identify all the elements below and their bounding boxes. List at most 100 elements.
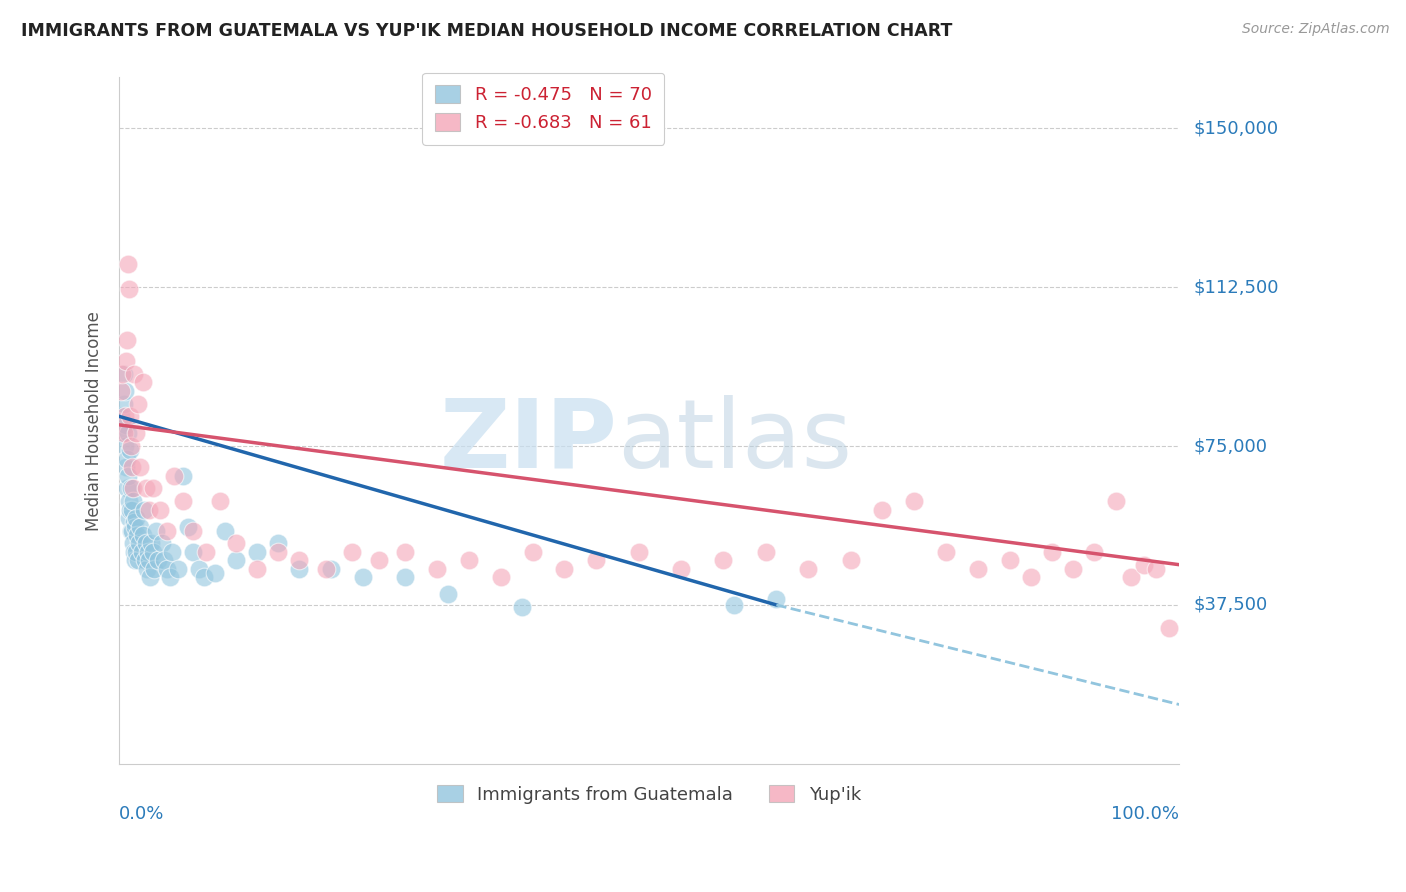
Text: 100.0%: 100.0% <box>1111 805 1180 823</box>
Point <box>121 460 143 475</box>
Text: $37,500: $37,500 <box>1194 596 1267 614</box>
Point <box>124 553 146 567</box>
Point <box>394 570 416 584</box>
Point <box>755 545 778 559</box>
Point <box>117 257 139 271</box>
Point <box>124 519 146 533</box>
Point <box>115 482 138 496</box>
Point <box>1019 570 1042 584</box>
Point <box>122 545 145 559</box>
Point <box>120 439 142 453</box>
Legend: Immigrants from Guatemala, Yup'ik: Immigrants from Guatemala, Yup'ik <box>425 772 873 816</box>
Point <box>114 460 136 475</box>
Point <box>267 545 290 559</box>
Point <box>246 545 269 559</box>
Point <box>163 468 186 483</box>
Point <box>1157 621 1180 635</box>
Point <box>127 528 149 542</box>
Point <box>872 502 894 516</box>
Point <box>183 545 205 559</box>
Text: Source: ZipAtlas.com: Source: ZipAtlas.com <box>1241 22 1389 37</box>
Point <box>135 562 157 576</box>
Point <box>125 511 148 525</box>
Point <box>426 562 449 576</box>
Point <box>125 426 148 441</box>
Point <box>1133 558 1156 572</box>
Point <box>935 545 957 559</box>
Point <box>115 333 138 347</box>
Point <box>122 367 145 381</box>
Point <box>120 482 142 496</box>
Point <box>352 570 374 584</box>
Point <box>114 417 136 432</box>
Point <box>195 545 218 559</box>
Point <box>522 545 544 559</box>
Point <box>342 545 364 559</box>
Point <box>121 524 143 538</box>
Point <box>723 598 745 612</box>
Point <box>148 553 170 567</box>
Point <box>177 519 200 533</box>
Point <box>121 502 143 516</box>
Point <box>288 562 311 576</box>
Point <box>143 562 166 576</box>
Point <box>267 536 290 550</box>
Point <box>765 591 787 606</box>
Point <box>321 562 343 576</box>
Point <box>114 409 136 424</box>
Point <box>118 409 141 424</box>
Point <box>131 528 153 542</box>
Point <box>148 502 170 516</box>
Point <box>585 553 607 567</box>
Point <box>132 502 155 516</box>
Point <box>114 439 136 453</box>
Point <box>1040 545 1063 559</box>
Point <box>156 562 179 576</box>
Point <box>156 524 179 538</box>
Point <box>1083 545 1105 559</box>
Point <box>187 562 209 576</box>
Point <box>172 494 194 508</box>
Point <box>112 426 135 441</box>
Text: 0.0%: 0.0% <box>120 805 165 823</box>
Point <box>553 562 575 576</box>
Point <box>125 545 148 559</box>
Point <box>394 545 416 559</box>
Point <box>797 562 820 576</box>
Point <box>117 426 139 441</box>
Point <box>162 545 184 559</box>
Point <box>122 494 145 508</box>
Text: ZIP: ZIP <box>440 395 617 488</box>
Point <box>437 587 460 601</box>
Point <box>172 468 194 483</box>
Point <box>122 536 145 550</box>
Point <box>903 494 925 508</box>
Y-axis label: Median Household Income: Median Household Income <box>86 310 103 531</box>
Point <box>139 570 162 584</box>
Point <box>458 553 481 567</box>
Point <box>627 545 650 559</box>
Point <box>1121 570 1143 584</box>
Point <box>489 570 512 584</box>
Point <box>112 397 135 411</box>
Point <box>111 367 134 381</box>
Point <box>118 494 141 508</box>
Point <box>142 482 165 496</box>
Point <box>669 562 692 576</box>
Point <box>128 536 150 550</box>
Point <box>122 516 145 530</box>
Point <box>117 468 139 483</box>
Point <box>118 502 141 516</box>
Point <box>139 536 162 550</box>
Point <box>110 384 132 398</box>
Point <box>118 282 141 296</box>
Point <box>131 545 153 559</box>
Point <box>225 536 247 550</box>
Point <box>214 524 236 538</box>
Point <box>159 570 181 584</box>
Point <box>129 460 152 475</box>
Point <box>1144 562 1167 576</box>
Point <box>152 553 174 567</box>
Point <box>118 443 141 458</box>
Point <box>193 570 215 584</box>
